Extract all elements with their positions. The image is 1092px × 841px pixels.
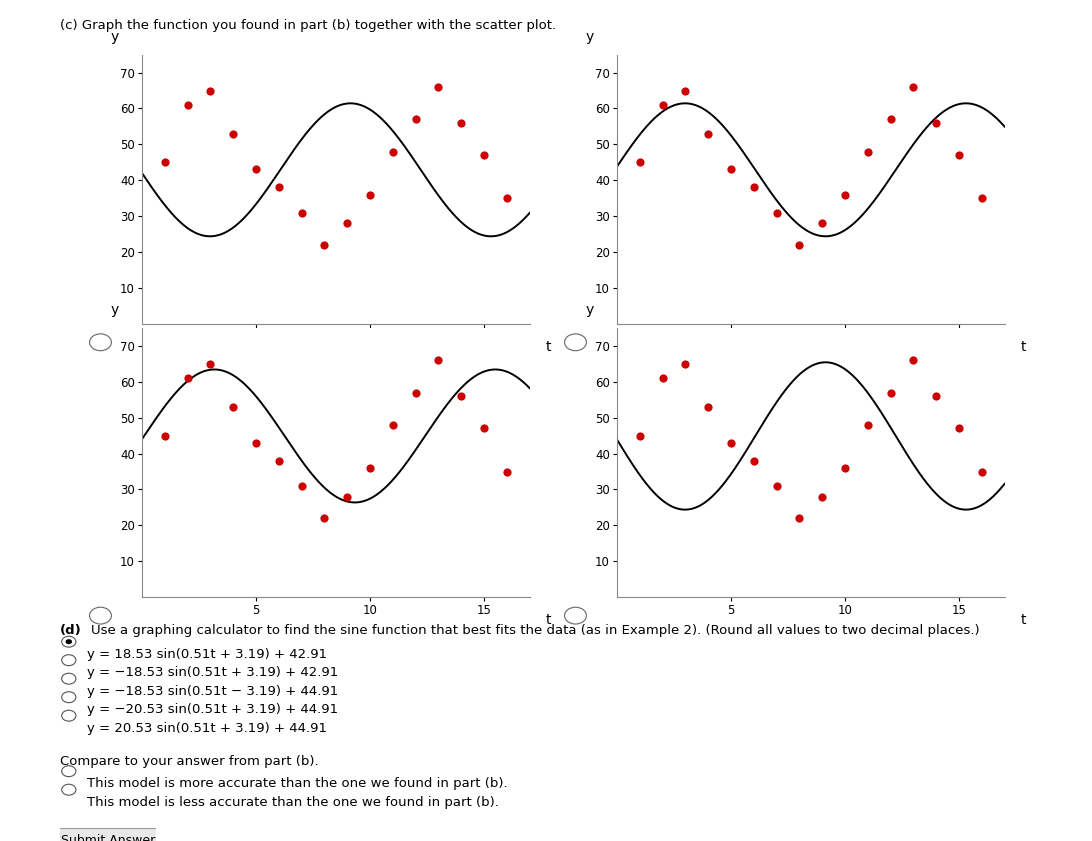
- Point: [498, 192, 515, 205]
- Point: [950, 148, 968, 161]
- Text: y: y: [110, 304, 119, 317]
- Point: [407, 386, 425, 399]
- Text: y: y: [585, 30, 594, 44]
- Point: [270, 454, 287, 468]
- FancyBboxPatch shape: [59, 828, 157, 841]
- Point: [859, 418, 877, 431]
- Point: [904, 80, 922, 93]
- Point: [700, 127, 717, 140]
- Point: [882, 386, 900, 399]
- Point: [973, 465, 990, 479]
- Point: [722, 436, 739, 450]
- Text: (c) Graph the function you found in part (b) together with the scatter plot.: (c) Graph the function you found in part…: [60, 19, 556, 31]
- Point: [361, 188, 379, 201]
- Point: [836, 461, 854, 474]
- Point: [339, 490, 356, 504]
- Point: [202, 84, 219, 98]
- Point: [677, 357, 695, 371]
- Text: y = −20.53 sin(0.51t + 3.19) + 44.91: y = −20.53 sin(0.51t + 3.19) + 44.91: [87, 703, 339, 716]
- Point: [882, 113, 900, 126]
- Point: [677, 84, 695, 98]
- Point: [293, 479, 310, 493]
- Text: Compare to your answer from part (b).: Compare to your answer from part (b).: [60, 755, 319, 768]
- Point: [791, 511, 808, 525]
- Text: This model is less accurate than the one we found in part (b).: This model is less accurate than the one…: [87, 796, 499, 808]
- Text: t: t: [545, 613, 550, 627]
- Point: [384, 418, 402, 431]
- Point: [429, 353, 447, 367]
- Text: This model is more accurate than the one we found in part (b).: This model is more accurate than the one…: [87, 777, 508, 790]
- Point: [156, 429, 174, 442]
- Point: [631, 156, 649, 169]
- Text: t: t: [1020, 613, 1025, 627]
- Point: [859, 145, 877, 158]
- Point: [654, 98, 672, 112]
- Point: [631, 429, 649, 442]
- Text: t: t: [1020, 340, 1025, 354]
- Point: [339, 217, 356, 230]
- Point: [973, 192, 990, 205]
- Point: [768, 479, 785, 493]
- Point: [745, 181, 762, 194]
- Point: [384, 145, 402, 158]
- Point: [700, 400, 717, 414]
- Point: [293, 206, 310, 220]
- Point: [179, 98, 197, 112]
- Text: Submit Answer: Submit Answer: [61, 834, 155, 841]
- Point: [498, 465, 515, 479]
- Point: [768, 206, 785, 220]
- Point: [950, 421, 968, 435]
- Point: [270, 181, 287, 194]
- Point: [745, 454, 762, 468]
- Point: [452, 116, 470, 130]
- Text: y = −18.53 sin(0.51t − 3.19) + 44.91: y = −18.53 sin(0.51t − 3.19) + 44.91: [87, 685, 339, 697]
- Point: [654, 372, 672, 385]
- Point: [225, 400, 242, 414]
- Point: [225, 127, 242, 140]
- Point: [904, 353, 922, 367]
- Point: [361, 461, 379, 474]
- Point: [722, 163, 739, 177]
- Point: [836, 188, 854, 201]
- Text: y: y: [585, 304, 594, 317]
- Point: [927, 116, 945, 130]
- Point: [156, 156, 174, 169]
- Text: y = 20.53 sin(0.51t + 3.19) + 44.91: y = 20.53 sin(0.51t + 3.19) + 44.91: [87, 722, 328, 734]
- Point: [791, 238, 808, 251]
- Point: [247, 163, 264, 177]
- Point: [452, 389, 470, 403]
- Point: [475, 421, 492, 435]
- Point: [475, 148, 492, 161]
- Point: [814, 490, 831, 504]
- Text: t: t: [545, 340, 550, 354]
- Point: [247, 436, 264, 450]
- Point: [407, 113, 425, 126]
- Text: y = −18.53 sin(0.51t + 3.19) + 42.91: y = −18.53 sin(0.51t + 3.19) + 42.91: [87, 666, 339, 679]
- Point: [179, 372, 197, 385]
- Text: Use a graphing calculator to find the sine function that best fits the data (as : Use a graphing calculator to find the si…: [91, 624, 980, 637]
- Text: y: y: [110, 30, 119, 44]
- Point: [927, 389, 945, 403]
- Point: [429, 80, 447, 93]
- Text: (d): (d): [60, 624, 82, 637]
- Point: [316, 511, 333, 525]
- Point: [202, 357, 219, 371]
- Text: y = 18.53 sin(0.51t + 3.19) + 42.91: y = 18.53 sin(0.51t + 3.19) + 42.91: [87, 648, 328, 660]
- Point: [814, 217, 831, 230]
- Point: [316, 238, 333, 251]
